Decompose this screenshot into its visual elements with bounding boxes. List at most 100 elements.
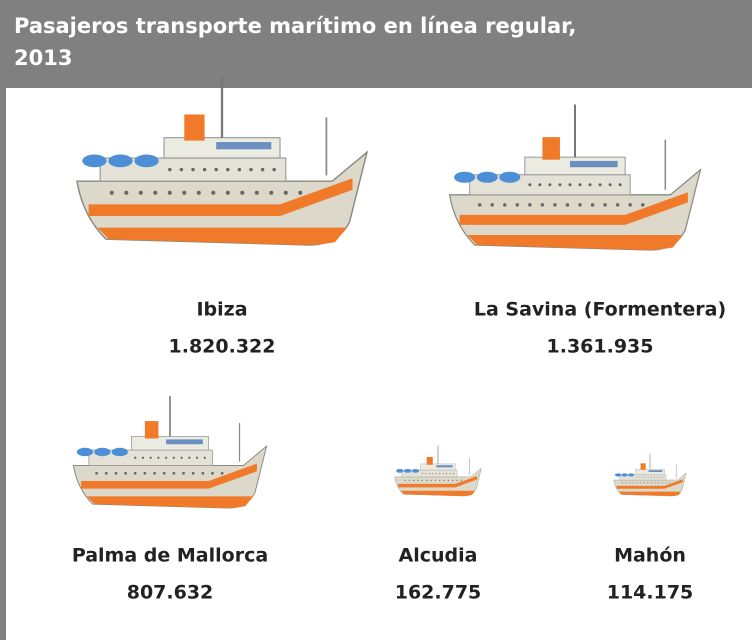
value-label: 1.361.935 [547, 336, 654, 358]
ship [73, 396, 266, 508]
porthole [180, 457, 182, 459]
porthole [651, 477, 652, 478]
lifeboat [499, 172, 520, 183]
porthole [124, 191, 128, 195]
porthole [180, 168, 183, 171]
porthole [626, 482, 627, 483]
porthole [272, 168, 275, 171]
porthole [430, 480, 431, 481]
porthole [197, 191, 201, 195]
porthole [636, 482, 637, 483]
lifeboat [628, 473, 634, 476]
port-name: Palma de Mallorca [72, 545, 268, 567]
porthole [182, 472, 185, 475]
lifeboat [77, 448, 93, 456]
porthole [616, 203, 620, 207]
funnel [427, 457, 433, 465]
porthole [658, 482, 659, 483]
porthole [422, 473, 423, 474]
porthole [566, 203, 570, 207]
porthole [165, 457, 167, 459]
porthole [238, 168, 241, 171]
porthole [541, 203, 545, 207]
porthole [211, 472, 214, 475]
porthole [443, 473, 444, 474]
value-label: 162.775 [395, 582, 482, 604]
porthole [439, 473, 440, 474]
porthole [439, 480, 440, 481]
lifeboat [82, 155, 106, 168]
ship [77, 77, 367, 245]
ship [450, 105, 701, 250]
porthole [203, 168, 206, 171]
porthole [645, 477, 646, 478]
porthole [153, 472, 156, 475]
porthole [261, 168, 264, 171]
lifeboat [622, 473, 628, 476]
value-label: 807.632 [127, 582, 214, 604]
porthole [168, 191, 172, 195]
porthole [204, 457, 206, 459]
lifeboat [412, 469, 419, 473]
lifeboat [404, 469, 411, 473]
hull-bottom [467, 235, 683, 250]
infographic: Pasajeros transporte marítimo en línea r… [0, 0, 752, 640]
porthole [105, 472, 108, 475]
port-name: Mahón [614, 545, 686, 567]
porthole [528, 203, 532, 207]
porthole [599, 183, 602, 186]
porthole [446, 473, 447, 474]
lifeboat [108, 155, 132, 168]
lifeboat [477, 172, 498, 183]
porthole [503, 203, 507, 207]
porthole [619, 183, 622, 186]
porthole [422, 480, 423, 481]
port-name: Ibiza [196, 299, 247, 321]
porthole [452, 480, 453, 481]
porthole [192, 472, 195, 475]
porthole [417, 480, 418, 481]
porthole [651, 482, 652, 483]
porthole [453, 473, 454, 474]
porthole [490, 203, 494, 207]
porthole [609, 183, 612, 186]
lifeboat [615, 473, 621, 476]
porthole [150, 457, 152, 459]
porthole [196, 457, 198, 459]
porthole [429, 473, 430, 474]
porthole [644, 482, 645, 483]
porthole [115, 472, 118, 475]
porthole [640, 482, 641, 483]
porthole [558, 183, 561, 186]
porthole [669, 482, 670, 483]
porthole [657, 477, 658, 478]
porthole [413, 480, 414, 481]
porthole [249, 168, 252, 171]
porthole [642, 477, 643, 478]
porthole [124, 472, 127, 475]
porthole [173, 457, 175, 459]
hull-bottom [401, 491, 476, 496]
value-label: 1.820.322 [169, 336, 276, 358]
porthole [173, 472, 176, 475]
porthole [110, 191, 114, 195]
porthole [568, 183, 571, 186]
porthole [426, 480, 427, 481]
lifeboat [94, 448, 110, 456]
porthole [461, 480, 462, 481]
porthole [432, 473, 433, 474]
porthole [163, 472, 166, 475]
porthole [450, 473, 451, 474]
funnel [641, 463, 646, 470]
ship [614, 454, 687, 496]
porthole [633, 482, 634, 483]
porthole [269, 191, 273, 195]
porthole [153, 191, 157, 195]
porthole [622, 482, 623, 483]
porthole [436, 473, 437, 474]
porthole [654, 477, 655, 478]
port-name: La Savina (Formentera) [474, 299, 726, 321]
bridge-windows [649, 470, 663, 472]
port-name: Alcudia [399, 545, 478, 567]
porthole [456, 480, 457, 481]
